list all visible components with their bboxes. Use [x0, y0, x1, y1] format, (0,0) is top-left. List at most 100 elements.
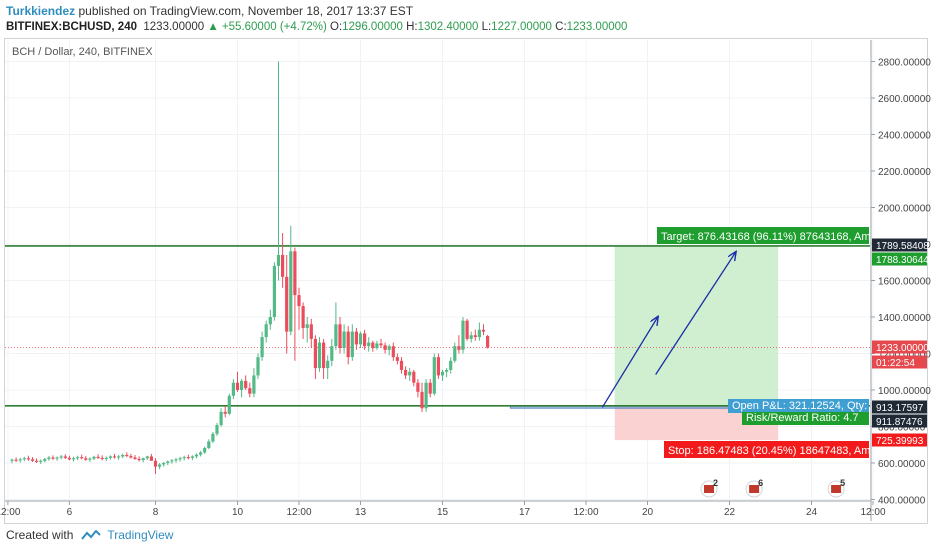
- open-value: 1296.00000: [342, 21, 403, 33]
- event-flag-icon: [749, 485, 760, 493]
- candle-body: [203, 448, 207, 453]
- candle-body: [346, 331, 350, 358]
- candle-body: [412, 371, 416, 383]
- target-price-alt-label-bg: [872, 252, 927, 266]
- countdown-label: 01:22:54: [876, 358, 915, 369]
- drawings: Target: 876.43168 (96.11%) 87643168, Am S…: [601, 227, 876, 498]
- y-tick-label: 800.00000: [878, 423, 926, 434]
- candle-body: [477, 329, 481, 338]
- target-zone: [614, 245, 779, 406]
- candle-body: [309, 324, 313, 339]
- candle-body: [141, 458, 145, 461]
- tradingview-logo-icon: [81, 530, 102, 540]
- y-tick-label: 1200.00000: [878, 350, 931, 361]
- candle-body: [235, 382, 240, 390]
- candle-body: [39, 460, 43, 462]
- stop-label: Stop: 186.47483 (20.45%) 18647483, Am: [668, 445, 870, 457]
- candle-body: [88, 458, 92, 460]
- candle-body: [440, 371, 445, 376]
- arrow-two: [655, 252, 736, 375]
- candle-body: [190, 456, 194, 458]
- target-label: Target: 876.43168 (96.11%) 87643168, Am: [661, 231, 871, 243]
- candle-body: [10, 459, 14, 461]
- target-price-alt-label: 1788.30644: [876, 255, 929, 266]
- candle-body: [211, 433, 215, 442]
- target-price-label-bg: [872, 238, 927, 252]
- stop-label-bg: [664, 441, 869, 458]
- x-tick-label: 17: [519, 507, 531, 518]
- candle-body: [248, 388, 252, 394]
- candle-body: [317, 342, 322, 369]
- candle-body: [194, 454, 199, 457]
- candle-body: [125, 454, 129, 457]
- candle-body: [395, 357, 399, 361]
- candle-body: [297, 295, 301, 307]
- candle-body: [404, 369, 408, 376]
- candle-body: [199, 452, 203, 455]
- author-username[interactable]: Turkkiendez: [6, 4, 76, 18]
- candle-body: [219, 411, 223, 426]
- countdown-label-bg: [872, 355, 927, 369]
- x-tick-label: 12:00: [286, 507, 311, 518]
- candle-body: [457, 346, 461, 350]
- price-change: ▲ +55.60000 (+4.72%): [207, 21, 327, 33]
- candle-body: [51, 457, 55, 459]
- y-tick-label: 2600.00000: [878, 94, 931, 105]
- y-tick-label: 2000.00000: [878, 204, 931, 215]
- entry-price-alt-label: 911.87476: [876, 417, 923, 428]
- candle-body: [469, 335, 473, 339]
- candle-body: [96, 456, 100, 458]
- candle-body: [149, 456, 153, 461]
- candle-body: [264, 324, 268, 338]
- candle-body: [363, 333, 367, 347]
- candle-body: [145, 456, 149, 459]
- candle-body: [375, 343, 379, 349]
- candle-body: [268, 317, 272, 325]
- candle-body: [26, 458, 30, 460]
- event-flag-icon: [704, 485, 714, 493]
- x-tick-label: 10: [232, 507, 244, 518]
- candle-body: [252, 375, 256, 394]
- candle-body: [371, 342, 375, 349]
- candle-body: [260, 337, 264, 358]
- candle-body: [166, 461, 170, 463]
- candle-body: [432, 357, 436, 394]
- candle-body: [453, 346, 457, 361]
- candle-body: [424, 382, 428, 409]
- candle-body: [326, 360, 330, 369]
- y-tick-label: 2400.00000: [878, 131, 931, 142]
- candle-body: [121, 454, 125, 457]
- candle-body: [486, 335, 490, 348]
- candle-body: [137, 458, 141, 461]
- tradingview-link[interactable]: TradingView: [107, 528, 174, 542]
- ohlc-bar: BITFINEX:BCHUSD, 240 1233.00000 ▲ +55.60…: [6, 21, 627, 33]
- candle-body: [108, 456, 112, 458]
- candle-body: [227, 395, 231, 414]
- candle-body: [383, 345, 387, 350]
- x-tick-label: 22: [724, 507, 736, 518]
- event-flag-icon: [831, 485, 842, 493]
- candle-body: [408, 371, 412, 376]
- chart-frame: [4, 38, 928, 524]
- candle-body: [322, 342, 326, 369]
- current-price-label-bg: [872, 340, 927, 354]
- candle-body: [289, 251, 293, 332]
- candle-body: [445, 369, 449, 372]
- candle-body: [313, 338, 317, 369]
- entry-price-alt-label-bg: [872, 414, 927, 428]
- low-key: L:: [481, 21, 492, 33]
- event-count: 5: [840, 478, 845, 488]
- y-tick-label: 2800.00000: [878, 58, 931, 69]
- candle-body: [14, 459, 18, 461]
- high-key: H:: [406, 21, 418, 33]
- candle-body: [43, 458, 47, 461]
- price-labels: 1789.58408 1788.30644 1233.00000 01:22:54 91…: [872, 238, 929, 447]
- x-tick-label: 15: [437, 507, 449, 518]
- open-pnl-label: Open P&L: 321.12524, Qty: 1: [732, 400, 876, 412]
- x-tick-label: 12:00: [860, 507, 885, 518]
- candle-body: [281, 254, 285, 277]
- last-price: 1233.00000: [143, 21, 205, 33]
- candle-body: [379, 343, 383, 346]
- candle-body: [256, 357, 260, 376]
